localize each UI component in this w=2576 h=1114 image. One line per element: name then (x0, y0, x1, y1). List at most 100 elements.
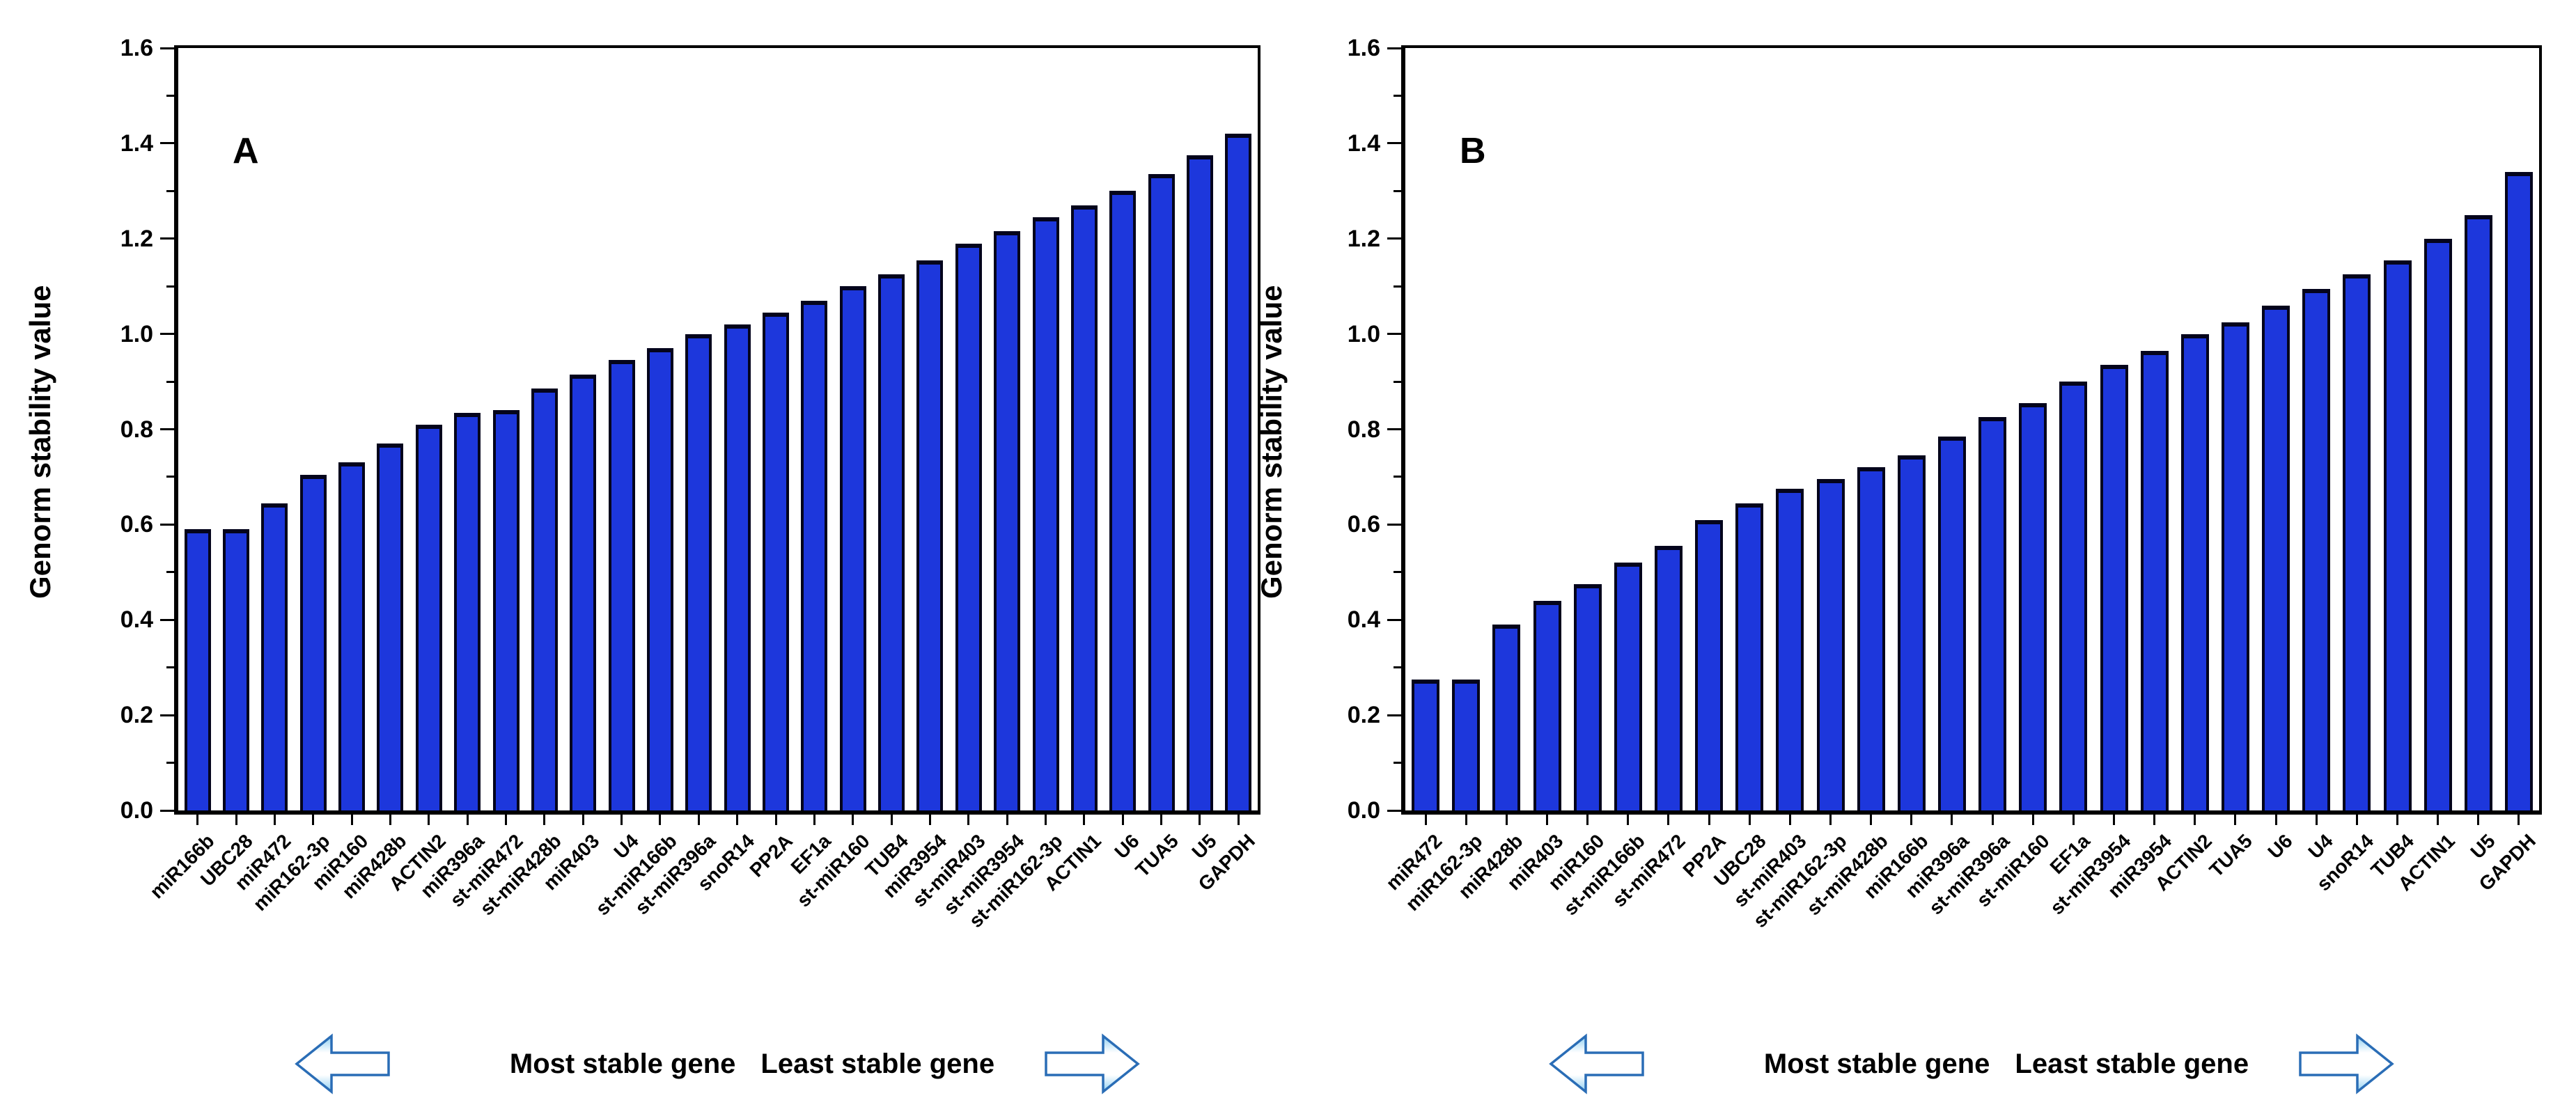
x-axis-tick (852, 815, 854, 825)
bar-st-miR396a (1978, 417, 2006, 810)
x-axis-tick (543, 815, 545, 825)
y-axis-tick-label: 0.4 (1347, 606, 1380, 634)
y-axis-tick-label: 1.6 (120, 35, 153, 61)
x-axis-tick (1083, 815, 1085, 825)
bar-miR428b (1492, 625, 1520, 810)
bar-st-miR162-3p (1033, 217, 1059, 810)
y-axis-major-tick (1387, 47, 1401, 49)
bar-miR472 (1412, 680, 1439, 810)
bar-U5 (2465, 215, 2492, 810)
y-axis-minor-tick (1394, 571, 1401, 574)
y-axis-minor-tick (166, 380, 174, 383)
x-axis-tick (1586, 815, 1588, 825)
x-axis-tick (1425, 815, 1427, 825)
bar-TUA5 (2222, 322, 2249, 810)
y-axis-tick-label: 1.4 (120, 130, 153, 157)
least-stable-gene-label: Least stable gene (2015, 1048, 2249, 1079)
y-axis-major-tick (160, 809, 174, 812)
bar-TUB4 (878, 274, 905, 810)
x-axis-tick (1829, 815, 1832, 825)
x-axis-tick (2477, 815, 2479, 825)
y-axis-major-tick (160, 714, 174, 716)
block-arrow-left-icon (1549, 1033, 1644, 1095)
bar-miR396a (1938, 437, 1966, 810)
y-axis-major-tick (160, 428, 174, 430)
y-axis-minor-tick (1394, 380, 1401, 383)
x-axis-tick (813, 815, 815, 825)
x-axis-tick (351, 815, 353, 825)
y-axis-minor-tick (166, 189, 174, 192)
x-axis-tick (2316, 815, 2318, 825)
panel-a-caption-row: Most stable gene Least stable gene (174, 1029, 1260, 1099)
bar-U6 (1109, 191, 1136, 810)
x-axis-tick (505, 815, 507, 825)
bar-EF1a (2059, 382, 2087, 810)
most-stable-gene-label: Most stable gene (509, 1048, 736, 1079)
x-axis-tick (2032, 815, 2034, 825)
y-axis-minor-tick (1394, 189, 1401, 192)
y-axis-tick-label: 1.4 (1347, 130, 1380, 157)
x-axis-tick (1992, 815, 1994, 825)
y-axis-major-tick (1387, 428, 1401, 430)
bar-st-miR403 (1776, 489, 1804, 810)
y-axis-major-tick (1387, 142, 1401, 145)
y-axis-minor-tick (1394, 666, 1401, 669)
y-axis-minor-tick (166, 94, 174, 97)
x-axis-tick (1199, 815, 1201, 825)
panel-a-letter: A (233, 131, 259, 171)
x-axis-tick (274, 815, 276, 825)
bar-TUA5 (1148, 174, 1175, 810)
bar-st-miR396a (685, 334, 712, 810)
bar-snoR14 (724, 324, 751, 810)
y-axis-minor-tick (166, 571, 174, 574)
y-axis-major-tick (1387, 523, 1401, 526)
bar-GAPDH (2505, 172, 2533, 810)
y-axis-minor-tick (1394, 285, 1401, 288)
y-axis-tick-label: 0.6 (1347, 511, 1380, 538)
y-axis-major-tick (1387, 714, 1401, 716)
x-axis-label-PP2A: PP2A (745, 830, 797, 881)
bar-snoR14 (2343, 274, 2371, 810)
bar-U4 (609, 360, 635, 810)
stability-caption: Most stable gene Least stable gene (1764, 1049, 2249, 1080)
x-axis-tick (1870, 815, 1872, 825)
bar-st-miR428b (1857, 467, 1885, 810)
bar-st-miR162-3p (1817, 479, 1845, 810)
y-axis-title-b: Genorm stability value (1255, 285, 1288, 599)
x-axis-tick (235, 815, 237, 825)
bar-st-miR160 (2019, 403, 2047, 810)
bar-miR472 (261, 503, 288, 810)
y-axis-major-tick (1387, 618, 1401, 621)
block-arrow-left-icon (295, 1033, 390, 1095)
bar-miR166b (185, 529, 211, 810)
y-axis-major-tick (1387, 809, 1401, 812)
y-axis-minor-tick (166, 285, 174, 288)
x-axis-tick (1546, 815, 1548, 825)
x-axis-tick (698, 815, 700, 825)
x-axis-tick (467, 815, 469, 825)
least-stable-gene-label: Least stable gene (760, 1048, 995, 1079)
y-axis-minor-tick (166, 476, 174, 478)
x-axis-tick (1951, 815, 1953, 825)
x-axis-tick (736, 815, 738, 825)
x-axis-tick (620, 815, 623, 825)
x-axis-tick (2234, 815, 2236, 825)
bar-st-miR160 (840, 286, 866, 810)
x-axis-label-U4: U4 (2304, 830, 2337, 863)
y-axis-tick-label: 0.0 (1347, 797, 1380, 824)
x-axis-tick (312, 815, 314, 825)
x-axis-tick (1749, 815, 1751, 825)
x-axis-tick (929, 815, 931, 825)
x-axis-tick (1506, 815, 1508, 825)
bar-PP2A (763, 313, 789, 810)
x-axis-label-TUA5: TUA5 (1131, 830, 1182, 881)
x-axis-tick (2072, 815, 2075, 825)
bar-miR396a (454, 413, 481, 810)
bar-st-miR3954 (2100, 365, 2128, 810)
x-axis-tick (1238, 815, 1240, 825)
bar-st-miR403 (955, 244, 982, 810)
x-axis-tick (582, 815, 584, 825)
y-axis-major-tick (160, 618, 174, 621)
x-axis-tick (2356, 815, 2358, 825)
y-axis-major-tick (160, 523, 174, 526)
